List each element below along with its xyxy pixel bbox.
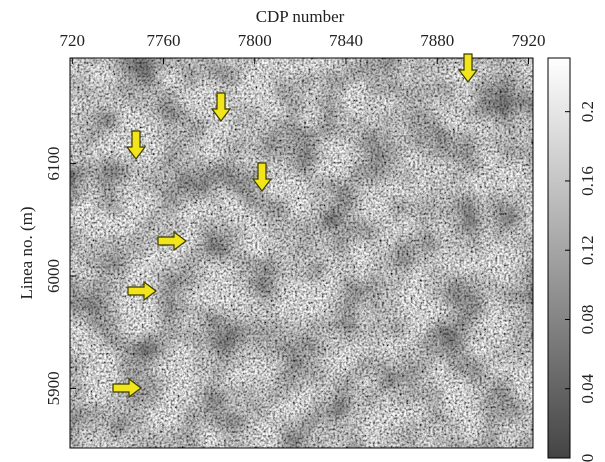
x-tick-label: 7800 bbox=[238, 31, 272, 50]
x-axis-label: CDP number bbox=[256, 7, 345, 26]
y-axis-label: Linea no. (m) bbox=[17, 207, 36, 300]
y-tick-label: 6100 bbox=[44, 147, 63, 181]
x-tick-label: 7840 bbox=[329, 31, 363, 50]
colorbar-tick-label: 0.16 bbox=[578, 166, 597, 196]
colorbar-tick-label: 0.08 bbox=[578, 305, 597, 335]
x-tick-label: 7920 bbox=[511, 31, 545, 50]
colorbar-tick-label: 0.04 bbox=[578, 373, 597, 403]
arrow bbox=[210, 92, 232, 122]
arrow bbox=[251, 162, 273, 192]
x-tick-label: 720 bbox=[60, 31, 86, 50]
heatmap-image bbox=[70, 58, 533, 448]
arrow bbox=[127, 280, 157, 302]
y-tick-label: 6000 bbox=[44, 259, 63, 293]
colorbar-tick-label: 0 bbox=[578, 454, 597, 462]
arrow bbox=[457, 53, 479, 83]
arrow bbox=[125, 130, 147, 160]
arrow bbox=[112, 377, 142, 399]
x-tick-label: 7760 bbox=[147, 31, 181, 50]
colorbar-tick-label: 0.12 bbox=[578, 235, 597, 265]
arrows bbox=[112, 53, 479, 399]
plot-frame bbox=[69, 57, 534, 449]
arrow bbox=[157, 230, 187, 252]
x-tick-label: 7880 bbox=[420, 31, 454, 50]
colorbar bbox=[547, 57, 571, 459]
colorbar-tick-label: 0.2 bbox=[578, 101, 597, 122]
y-tick-label: 5900 bbox=[44, 371, 63, 405]
